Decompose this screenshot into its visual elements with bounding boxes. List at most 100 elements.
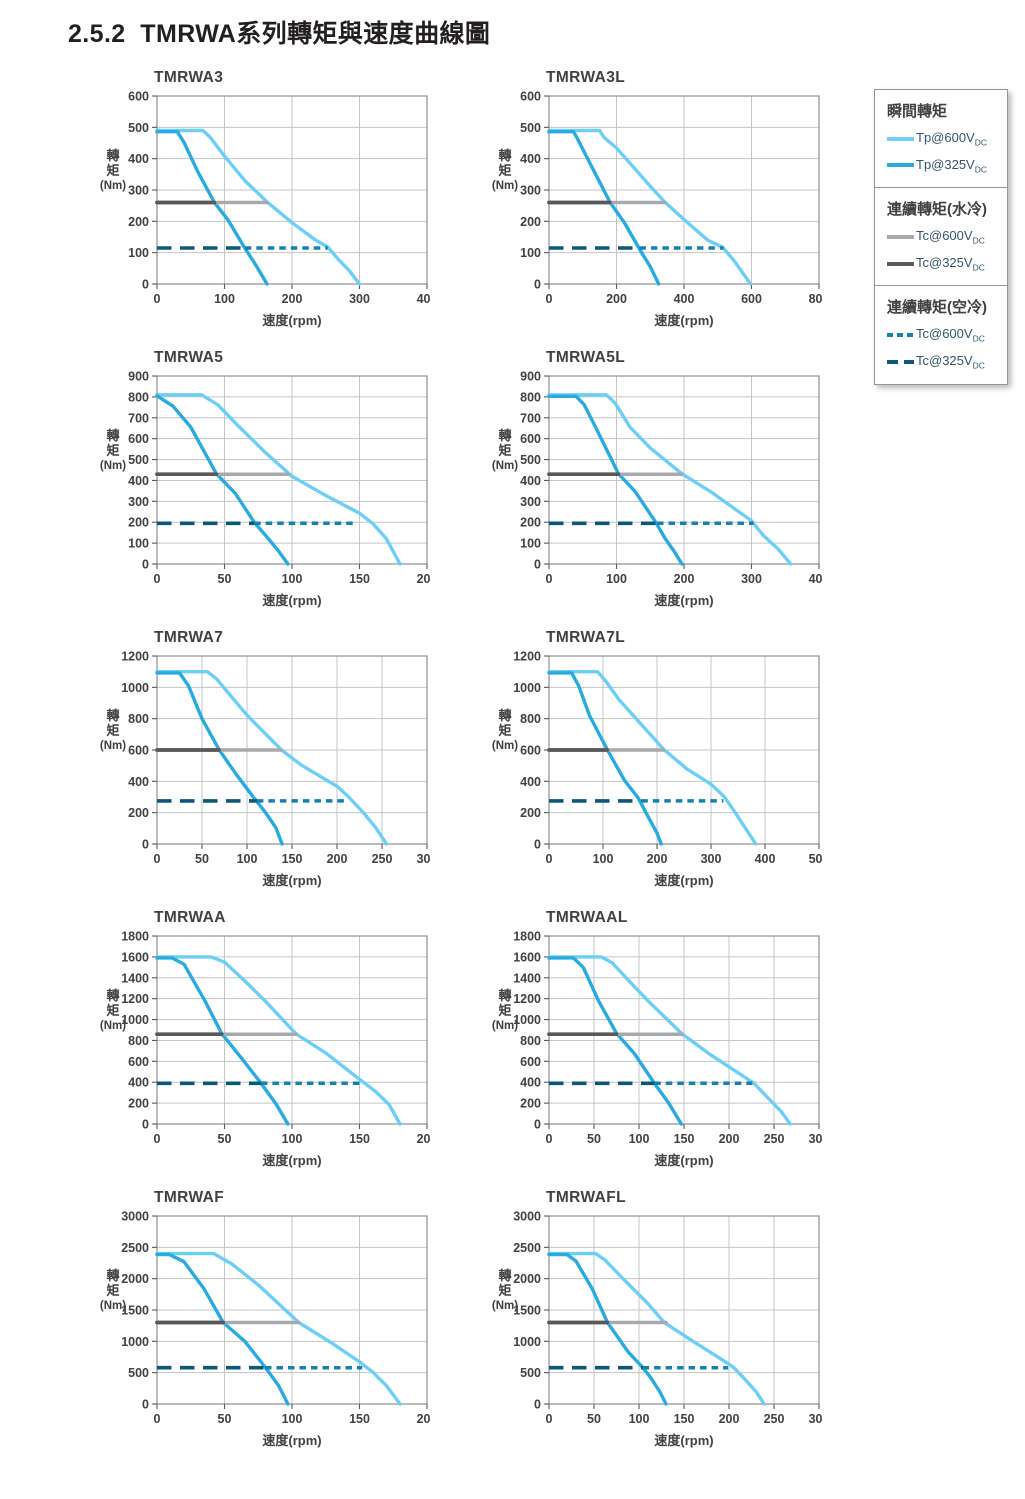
y-tick-label: 800 bbox=[520, 1034, 541, 1048]
legend-item-label: Tp@600VDC bbox=[916, 130, 988, 148]
chart-TMRWAAL: TMRWAAL 0 50 100 150 200 250 300 0 200 400 600 800 10… bbox=[489, 906, 830, 1174]
x-tick-label: 300 bbox=[417, 852, 431, 866]
y-tick-label: 600 bbox=[520, 744, 541, 758]
series-tp600 bbox=[547, 128, 753, 286]
series-tp600 bbox=[155, 1251, 402, 1406]
series-tp600 bbox=[547, 670, 758, 846]
chart-title: TMRWAFL bbox=[546, 1189, 626, 1206]
x-tick-label: 100 bbox=[282, 1132, 303, 1146]
y-tick-label: 200 bbox=[520, 806, 541, 820]
x-tick-label: 200 bbox=[282, 292, 303, 306]
y-tick-label: 200 bbox=[128, 806, 149, 820]
y-axis-label: 轉 bbox=[498, 708, 511, 723]
y-axis-unit-label: (Nm) bbox=[492, 740, 518, 752]
x-tick-label: 50 bbox=[218, 572, 232, 586]
x-tick-label: 200 bbox=[606, 292, 627, 306]
y-tick-label: 500 bbox=[128, 453, 149, 467]
y-tick-label: 2000 bbox=[121, 1272, 149, 1286]
y-tick-label: 800 bbox=[128, 390, 149, 404]
y-tick-label: 2500 bbox=[121, 1241, 149, 1255]
y-axis-label: 轉 bbox=[106, 1268, 119, 1283]
y-tick-label: 200 bbox=[128, 516, 149, 530]
x-tick-label: 200 bbox=[417, 1132, 431, 1146]
y-tick-label: 200 bbox=[520, 215, 541, 229]
y-axis-label: 轉 bbox=[106, 428, 119, 443]
y-axis-label: 轉 bbox=[498, 1268, 511, 1283]
legend-group-title: 連續轉矩(空冷) bbox=[887, 299, 987, 317]
y-axis-unit-label: (Nm) bbox=[100, 740, 126, 752]
chart-title: TMRWA7L bbox=[546, 629, 625, 646]
y-tick-label: 100 bbox=[520, 537, 541, 551]
tc600-water-line-swatch bbox=[887, 234, 914, 239]
series-tp325 bbox=[155, 129, 269, 286]
legend-item: Tc@600VDC bbox=[887, 228, 999, 246]
y-tick-label: 1500 bbox=[121, 1304, 149, 1318]
y-tick-label: 1200 bbox=[513, 992, 541, 1006]
x-tick-label: 400 bbox=[755, 852, 776, 866]
y-axis-unit-label: (Nm) bbox=[100, 460, 126, 472]
y-axis-label: 矩 bbox=[497, 723, 511, 738]
y-tick-label: 0 bbox=[142, 1118, 149, 1132]
y-tick-label: 800 bbox=[128, 712, 149, 726]
y-tick-label: 300 bbox=[128, 184, 149, 198]
x-tick-label: 200 bbox=[647, 852, 668, 866]
x-tick-label: 200 bbox=[327, 852, 348, 866]
x-tick-label: 100 bbox=[629, 1412, 650, 1426]
chart-title: TMRWA5 bbox=[154, 349, 223, 366]
series-tp325 bbox=[155, 1252, 290, 1406]
y-tick-label: 400 bbox=[128, 1076, 149, 1090]
x-axis-label: 速度(rpm) bbox=[654, 313, 713, 328]
x-tick-label: 200 bbox=[719, 1412, 740, 1426]
series-tp325 bbox=[547, 671, 664, 846]
y-tick-label: 400 bbox=[128, 775, 149, 789]
y-tick-label: 0 bbox=[534, 278, 541, 292]
y-tick-label: 400 bbox=[520, 775, 541, 789]
tc325-water-line-swatch bbox=[887, 261, 914, 266]
y-axis-label: 轉 bbox=[498, 988, 511, 1003]
y-axis-unit-label: (Nm) bbox=[492, 180, 518, 192]
x-tick-label: 50 bbox=[587, 1132, 601, 1146]
y-tick-label: 1600 bbox=[121, 950, 149, 964]
legend-item: Tp@600VDC bbox=[887, 130, 999, 148]
y-tick-label: 100 bbox=[128, 537, 149, 551]
y-tick-label: 500 bbox=[520, 453, 541, 467]
x-axis-label: 速度(rpm) bbox=[262, 1433, 321, 1448]
x-tick-label: 150 bbox=[349, 1132, 370, 1146]
series-tp325 bbox=[547, 129, 661, 286]
y-tick-label: 0 bbox=[534, 1398, 541, 1412]
y-axis-label: 矩 bbox=[497, 443, 511, 458]
chart-canvas: TMRWA3 0 100 200 300 400 0 100 200 300 400 500 600 轉矩… bbox=[100, 69, 438, 328]
y-tick-label: 600 bbox=[520, 90, 541, 104]
legend-item: Tc@325VDC bbox=[887, 255, 999, 272]
legend-group-title: 連續轉矩(水冷) bbox=[887, 201, 987, 219]
chart-title: TMRWA7 bbox=[154, 629, 223, 646]
charts-grid: TMRWA301002003004000100200300400500600轉矩… bbox=[97, 66, 830, 1454]
y-tick-label: 1200 bbox=[121, 992, 149, 1006]
y-axis-label: 矩 bbox=[497, 1003, 511, 1018]
x-tick-label: 800 bbox=[809, 292, 823, 306]
y-tick-label: 3000 bbox=[121, 1210, 149, 1224]
y-tick-label: 100 bbox=[520, 246, 541, 260]
chart-canvas: TMRWAFL050100150200250300050010001500200… bbox=[492, 1189, 830, 1448]
y-tick-label: 600 bbox=[128, 1055, 149, 1069]
y-axis-label: 轉 bbox=[498, 428, 511, 443]
y-tick-label: 1400 bbox=[121, 971, 149, 985]
legend: 瞬間轉矩 Tp@600VDC Tp@325VDC 連續轉矩(水冷) Tc@600… bbox=[874, 89, 1008, 385]
legend-item-label: Tc@325VDC bbox=[916, 352, 985, 371]
x-tick-label: 100 bbox=[606, 572, 627, 586]
y-axis-label: 矩 bbox=[105, 1003, 119, 1018]
y-tick-label: 400 bbox=[128, 152, 149, 166]
x-axis-label: 速度(rpm) bbox=[262, 313, 321, 328]
x-tick-label: 100 bbox=[282, 572, 303, 586]
y-tick-label: 1600 bbox=[513, 950, 541, 964]
x-tick-label: 300 bbox=[741, 572, 762, 586]
x-tick-label: 100 bbox=[629, 1132, 650, 1146]
y-tick-label: 500 bbox=[128, 121, 149, 135]
y-tick-label: 800 bbox=[520, 390, 541, 404]
x-axis-label: 速度(rpm) bbox=[262, 593, 321, 608]
y-axis-label: 矩 bbox=[105, 163, 119, 178]
x-tick-label: 50 bbox=[218, 1412, 232, 1426]
y-tick-label: 200 bbox=[520, 516, 541, 530]
series-tp600 bbox=[547, 955, 792, 1126]
y-tick-label: 0 bbox=[534, 558, 541, 572]
